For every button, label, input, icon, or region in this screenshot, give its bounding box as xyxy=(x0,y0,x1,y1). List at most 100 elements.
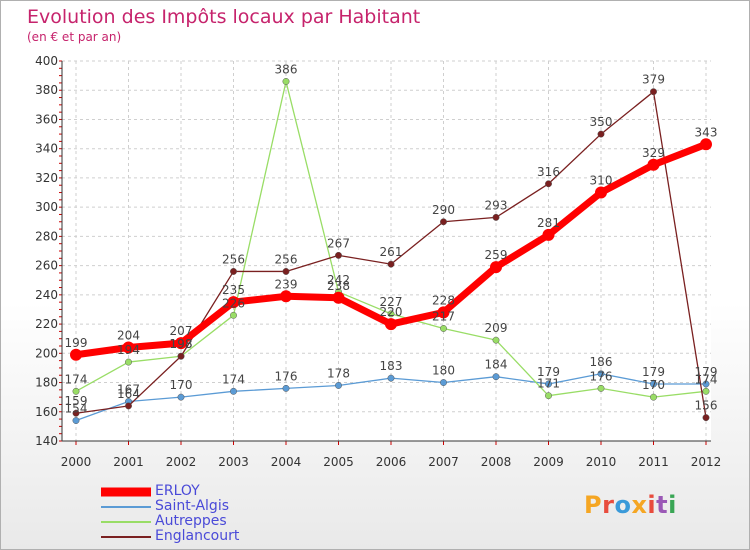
data-label-autreppes: 171 xyxy=(537,377,560,391)
data-point-erloy xyxy=(280,290,292,303)
data-label-erloy: 329 xyxy=(642,146,665,160)
data-point-autreppes xyxy=(72,387,80,395)
legend-label-englancourt: Englancourt xyxy=(155,528,240,544)
data-label-englancourt: 293 xyxy=(485,198,508,212)
data-point-autreppes xyxy=(650,393,657,401)
data-label-saint-algis: 154 xyxy=(65,402,88,416)
data-label-autreppes: 170 xyxy=(642,378,665,392)
data-label-autreppes: 198 xyxy=(170,337,193,351)
x-tick-label: 2007 xyxy=(428,455,459,469)
data-point-saint-algis xyxy=(335,382,342,389)
data-label-saint-algis: 167 xyxy=(117,383,140,397)
y-tick-label: 380 xyxy=(35,83,58,97)
logo-letter: i xyxy=(647,491,657,519)
data-point-englancourt xyxy=(177,352,185,360)
x-tick-label: 2000 xyxy=(61,455,92,469)
y-tick-label: 260 xyxy=(35,259,58,273)
legend-label-saint-algis: Saint-Algis xyxy=(155,498,229,514)
legend-label-erloy: ERLOY xyxy=(155,483,200,499)
data-label-erloy: 281 xyxy=(537,216,560,230)
data-point-saint-algis xyxy=(440,379,447,386)
data-label-englancourt: 198 xyxy=(170,337,193,351)
data-label-englancourt: 164 xyxy=(117,387,140,401)
data-point-erloy xyxy=(385,318,397,331)
data-label-englancourt: 290 xyxy=(432,203,455,217)
data-label-erloy: 343 xyxy=(695,125,718,139)
data-label-erloy: 238 xyxy=(327,279,350,293)
data-point-erloy xyxy=(175,337,187,350)
y-tick-label: 200 xyxy=(35,346,58,360)
data-label-englancourt: 316 xyxy=(537,165,560,179)
data-label-englancourt: 156 xyxy=(695,399,718,413)
data-point-erloy xyxy=(122,341,135,354)
data-point-autreppes xyxy=(282,78,290,85)
chart-title: Evolution des Impôts locaux par Habitant xyxy=(27,6,421,28)
data-point-saint-algis xyxy=(387,374,395,382)
data-point-englancourt xyxy=(125,402,132,410)
data-point-autreppes xyxy=(230,311,237,319)
x-tick-label: 2011 xyxy=(638,455,669,469)
data-point-englancourt xyxy=(545,180,552,188)
data-point-saint-algis xyxy=(177,393,185,401)
logo-letter: i xyxy=(668,491,677,519)
chart-subtitle: (en € et par an) xyxy=(27,30,122,44)
logo-letter: x xyxy=(631,491,648,519)
data-label-englancourt: 267 xyxy=(327,236,350,250)
data-label-saint-algis: 170 xyxy=(170,378,193,392)
y-tick-label: 300 xyxy=(35,200,58,214)
data-label-erloy: 235 xyxy=(222,283,245,297)
data-point-saint-algis xyxy=(492,373,500,381)
data-point-autreppes xyxy=(702,387,710,395)
data-label-erloy: 199 xyxy=(65,336,88,350)
plot-area xyxy=(62,61,711,441)
data-label-autreppes: 226 xyxy=(222,296,245,310)
data-point-saint-algis xyxy=(230,387,237,395)
data-label-saint-algis: 186 xyxy=(590,355,613,369)
data-point-autreppes xyxy=(597,384,605,392)
y-tick-label: 320 xyxy=(35,171,58,185)
data-point-englancourt xyxy=(335,251,342,259)
data-label-autreppes: 227 xyxy=(380,295,403,309)
data-point-erloy xyxy=(700,138,712,151)
data-label-saint-algis: 184 xyxy=(485,358,508,372)
y-tick-label: 180 xyxy=(35,376,58,390)
x-tick-label: 2005 xyxy=(323,455,354,469)
data-point-englancourt xyxy=(282,268,290,275)
data-point-erloy xyxy=(542,228,555,241)
y-tick-label: 240 xyxy=(35,288,58,302)
data-point-erloy xyxy=(647,158,660,171)
data-point-erloy xyxy=(70,348,82,361)
data-label-autreppes: 174 xyxy=(695,372,718,386)
data-label-autreppes: 194 xyxy=(117,343,140,357)
data-point-autreppes xyxy=(545,392,552,400)
data-label-saint-algis: 174 xyxy=(222,372,245,386)
data-label-saint-algis: 178 xyxy=(327,366,350,380)
logo-letter: t xyxy=(656,491,669,519)
data-point-autreppes xyxy=(440,325,447,332)
logo-letter: r xyxy=(602,491,615,519)
data-label-saint-algis: 179 xyxy=(537,365,560,379)
data-point-autreppes xyxy=(125,358,132,366)
x-tick-label: 2004 xyxy=(271,455,302,469)
data-label-erloy: 259 xyxy=(485,248,508,262)
data-point-englancourt xyxy=(597,130,605,138)
data-label-saint-algis: 180 xyxy=(432,364,455,378)
data-label-autreppes: 176 xyxy=(590,369,613,383)
data-label-autreppes: 386 xyxy=(275,62,298,76)
y-tick-label: 280 xyxy=(35,229,58,243)
x-tick-label: 2012 xyxy=(691,455,722,469)
data-label-erloy: 204 xyxy=(117,328,140,342)
y-tick-label: 220 xyxy=(35,317,58,331)
x-tick-label: 2009 xyxy=(533,455,564,469)
y-tick-label: 340 xyxy=(35,142,58,156)
proxiti-logo: Proxiti xyxy=(584,491,677,519)
x-tick-label: 2003 xyxy=(218,455,249,469)
data-label-englancourt: 256 xyxy=(222,252,245,266)
data-point-saint-algis xyxy=(282,384,290,392)
data-point-erloy xyxy=(332,291,345,304)
data-label-autreppes: 174 xyxy=(65,372,88,386)
data-point-englancourt xyxy=(72,409,80,417)
data-point-englancourt xyxy=(702,414,710,422)
